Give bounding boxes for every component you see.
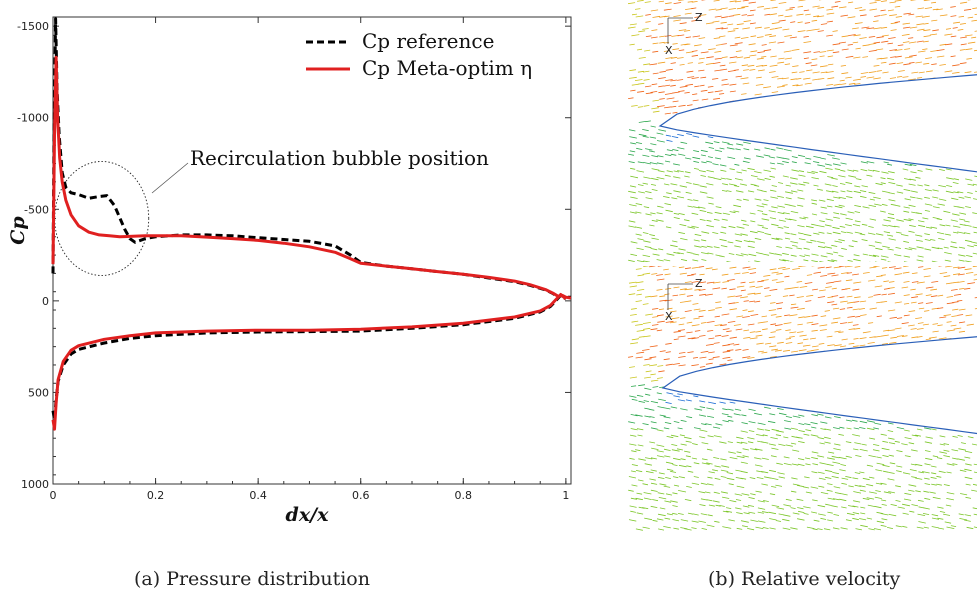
x-axis-label: dx/x xyxy=(286,504,330,526)
legend-entry: Cp reference xyxy=(362,29,494,53)
triad-label-x: X xyxy=(665,310,673,323)
y-tick-label: -500 xyxy=(24,203,49,216)
x-tick-label: 0.4 xyxy=(249,489,267,502)
y-tick-label: 500 xyxy=(28,386,49,399)
series-1-lower-line xyxy=(51,293,567,431)
airfoil-leading-edge xyxy=(658,74,977,173)
y-axis-label: Cp xyxy=(7,216,29,245)
caption-velocity: (b) Relative velocity xyxy=(708,568,901,590)
y-tick-label: -1000 xyxy=(17,112,49,125)
x-tick-label: 0.8 xyxy=(455,489,473,502)
legend-entry: Cp Meta-optim η xyxy=(362,56,532,80)
triad-label-x: X xyxy=(665,44,673,57)
x-tick-label: 0.6 xyxy=(352,489,370,502)
y-tick-label: 0 xyxy=(42,295,49,308)
velocity-field-bottom: ZX xyxy=(628,266,977,531)
series-1-upper-line xyxy=(51,55,572,300)
y-tick-label: 1000 xyxy=(21,478,49,491)
y-tick-label: -1500 xyxy=(17,20,49,33)
triad-label-z: Z xyxy=(695,277,703,290)
triad-label-z: Z xyxy=(695,11,703,24)
x-tick-label: 0 xyxy=(50,489,57,502)
annotation-leader xyxy=(151,162,189,194)
x-tick-label: 1 xyxy=(562,489,569,502)
bubble-ellipse xyxy=(54,161,150,276)
cp-chart: 0 0.2 0.4 0.6 0.8 1 -1500 -1000 -500 0 500 1000 dx/x… xyxy=(7,16,572,526)
caption-pressure: (a) Pressure distribution xyxy=(134,568,370,590)
airfoil-leading-edge xyxy=(661,336,977,435)
x-tick-label: 0.2 xyxy=(147,489,165,502)
annotation-text: Recirculation bubble position xyxy=(190,146,489,170)
velocity-field-top: ZX xyxy=(628,0,977,262)
